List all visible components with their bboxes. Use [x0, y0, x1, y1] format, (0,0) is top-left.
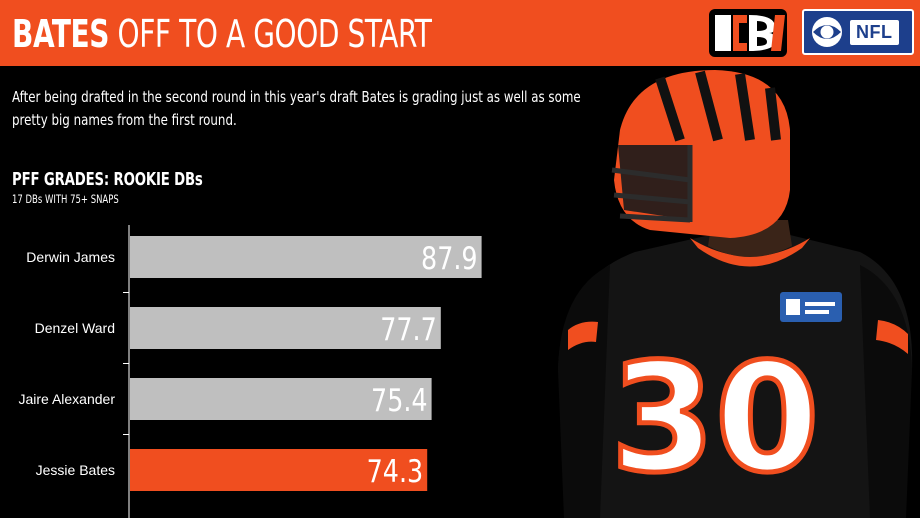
bar-jaire-alexander [130, 378, 432, 420]
value-label: 74.3 [367, 454, 424, 490]
title-rest: OFF TO A GOOD START [117, 12, 432, 56]
bengals-logo-icon [709, 9, 787, 57]
value-label: 77.7 [380, 312, 437, 348]
category-label: Jaire Alexander [18, 391, 115, 407]
intro-text: After being drafted in the second round … [12, 88, 581, 129]
bar-derwin-james [130, 236, 482, 278]
jersey-number: 30 [611, 332, 820, 506]
player-photo-icon: 30 [558, 70, 913, 518]
chart-title: PFF GRADES: ROOKIE DBs [12, 169, 203, 190]
header-bar: BATES OFF TO A GOOD START NFL [0, 0, 920, 68]
category-label: Derwin James [26, 249, 115, 265]
cbs-eye-icon [812, 17, 842, 47]
value-label: 87.9 [421, 241, 478, 277]
nfl-logo-text: NFL [850, 19, 899, 45]
chart-subtitle: 17 DBs WITH 75+ SNAPS [12, 192, 119, 206]
category-label: Denzel Ward [35, 320, 115, 336]
bar-denzel-ward [130, 307, 441, 349]
title-bold: BATES [12, 12, 110, 56]
value-label: 75.4 [371, 383, 428, 419]
category-label: Jessie Bates [36, 462, 115, 478]
cbs-nfl-logo: NFL [802, 9, 914, 55]
page-title: BATES OFF TO A GOOD START [12, 12, 432, 56]
bar-chart: Derwin James 87.9 Denzel Ward 77.7 Jaire Ale… [18, 225, 482, 518]
bar-jessie-bates [130, 449, 428, 491]
